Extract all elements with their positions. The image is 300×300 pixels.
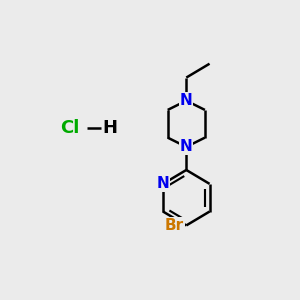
Text: N: N [157, 176, 169, 191]
Text: Br: Br [165, 218, 184, 233]
Text: N: N [180, 93, 193, 108]
Text: N: N [180, 140, 193, 154]
Text: H: H [102, 119, 117, 137]
Text: Cl: Cl [60, 119, 80, 137]
